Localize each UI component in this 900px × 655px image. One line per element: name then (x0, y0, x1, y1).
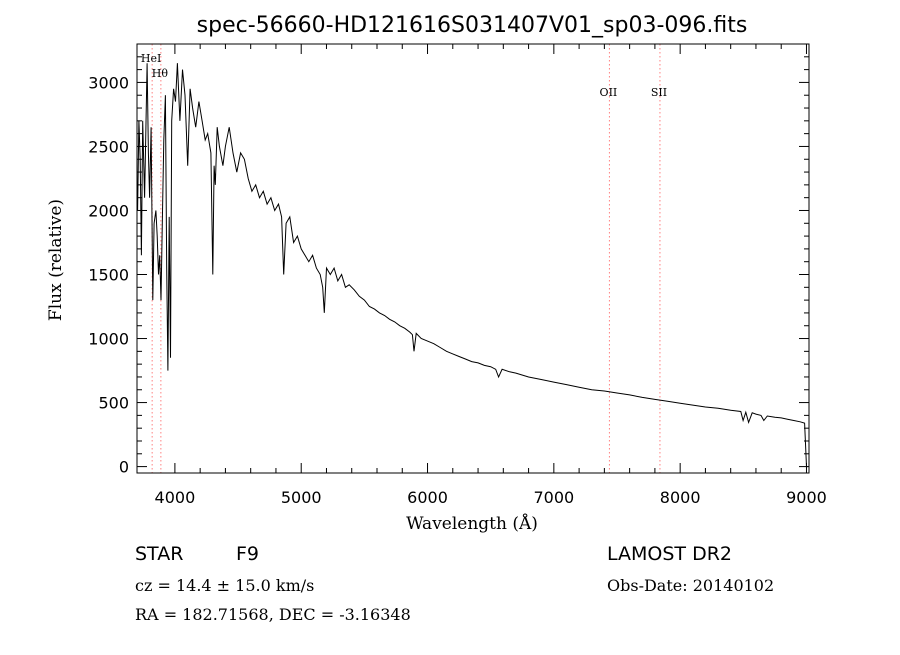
survey-name: LAMOST DR2 (607, 543, 732, 565)
chart-title: spec-56660-HD121616S031407V01_sp03-096.f… (197, 13, 748, 38)
x-axis-label: Wavelength (Å) (406, 513, 538, 534)
y-tick-label-3: 1500 (88, 266, 129, 285)
emission-line-markers: HeI Hθ OII SII (141, 44, 667, 473)
x-tick-label-4: 8000 (660, 488, 701, 507)
x-tick-label-2: 6000 (407, 488, 448, 507)
spectrum-line (137, 63, 808, 468)
x-tick-label-0: 4000 (155, 488, 196, 507)
marker-label-0: HeI (141, 52, 161, 65)
y-tick-label-2: 1000 (88, 330, 129, 349)
y-tick-label-6: 3000 (88, 73, 129, 92)
redshift-value: cz = 14.4 ± 15.0 km/s (135, 576, 314, 595)
x-tick-label-3: 7000 (533, 488, 574, 507)
axis-ticks: 4000 5000 6000 7000 8000 9000 0 500 1000 1500 2000… (88, 44, 827, 507)
y-tick-label-0: 0 (119, 458, 129, 477)
marker-label-2: OII (600, 86, 618, 99)
observation-date: Obs-Date: 20140102 (607, 576, 774, 595)
x-tick-label-1: 5000 (281, 488, 322, 507)
spectral-subclass: F9 (236, 543, 259, 565)
marker-label-3: SII (651, 86, 667, 99)
sky-coordinates: RA = 182.71568, DEC = -3.16348 (135, 605, 411, 624)
y-tick-label-1: 500 (98, 394, 129, 413)
y-tick-label-5: 2500 (88, 137, 129, 156)
plot-frame (136, 43, 810, 474)
marker-label-1: Hθ (152, 67, 169, 80)
y-tick-label-4: 2000 (88, 201, 129, 220)
object-type: STAR (135, 543, 183, 565)
y-axis-label: Flux (relative) (46, 199, 66, 321)
x-tick-label-5: 9000 (786, 488, 827, 507)
